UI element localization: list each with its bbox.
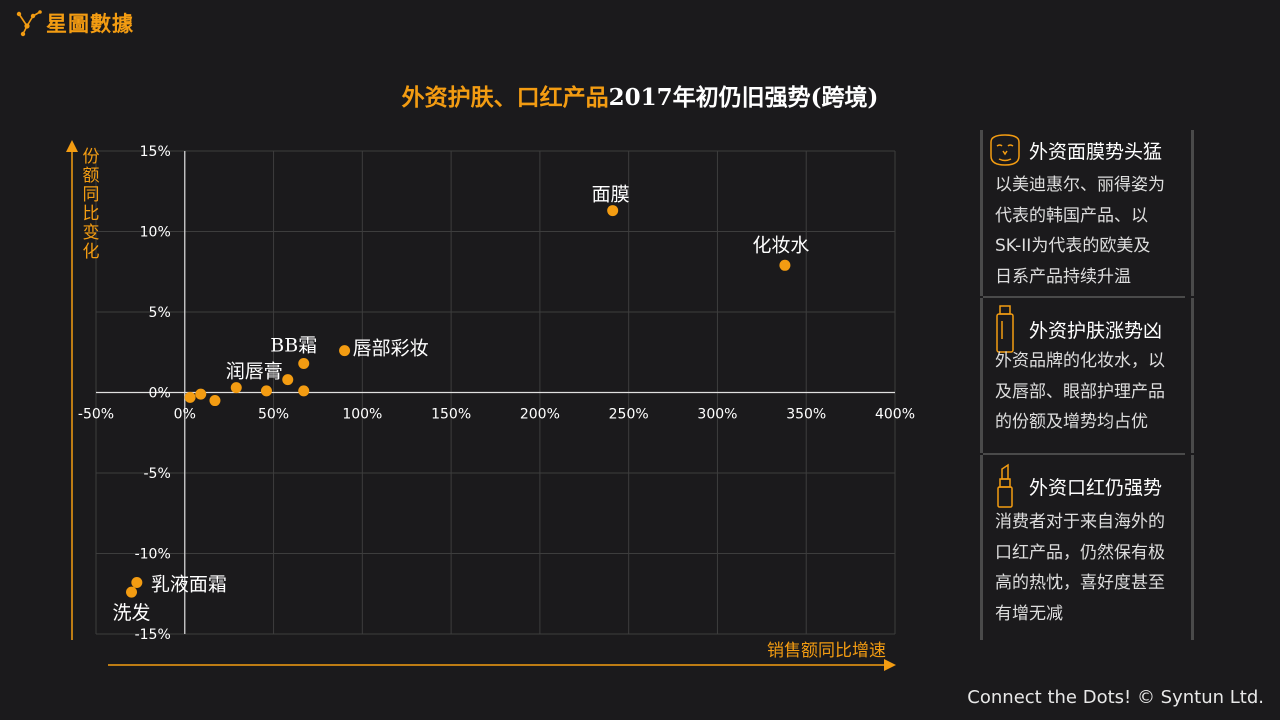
panel-title: 外资口红仍强势 <box>1029 476 1163 499</box>
slide-title-highlight: 外资护肤、口红产品 <box>401 84 609 111</box>
data-point-label: 化妆水 <box>752 234 809 256</box>
data-point <box>126 586 138 598</box>
panel-line: 日系产品持续升温 <box>995 266 1131 287</box>
data-point-label: BB霜 <box>270 335 317 357</box>
data-point <box>298 385 310 397</box>
slide-title: 外资护肤、口红产品2017年初仍旧强势(跨境) <box>0 78 1280 112</box>
toner-bottle-icon <box>996 305 1014 353</box>
x-axis-title: 销售额同比增速 <box>767 641 886 661</box>
panel-toner: 外资护肤涨势凶 外资品牌的化妆水，以 及唇部、眼部护理产品 的份额及增势均占优 <box>980 298 1194 453</box>
lipstick-icon <box>997 463 1013 508</box>
panel-line: 口红产品，仍然保有极 <box>995 542 1165 563</box>
panel-line: 以美迪惠尔、丽得姿为 <box>995 175 1165 195</box>
panel-divider <box>983 453 1185 455</box>
data-point <box>339 345 351 357</box>
y-tick-label: 15% <box>140 144 171 160</box>
x-tick-label: -50% <box>78 407 114 423</box>
panel-lipstick: 外资口红仍强势 消费者对于来自海外的 口红产品，仍然保有极 高的热忱，喜好度甚至… <box>980 455 1194 640</box>
scatter-chart: -50% 0% 50% 100% 150% 200% 250% 300% 350% 400% -15… <box>66 140 915 671</box>
panel-line: 有增无减 <box>995 603 1063 624</box>
y-tick-label: -5% <box>144 466 171 482</box>
data-point <box>195 388 207 400</box>
data-point <box>779 259 791 271</box>
x-tick-label: 300% <box>697 407 737 423</box>
x-tick-label: 0% <box>174 407 196 423</box>
y-axis-title: 份额同比变化 <box>83 147 100 262</box>
data-point-label: 唇部彩妆 <box>353 338 429 360</box>
x-tick-label: 50% <box>258 407 289 423</box>
y-tick-label: -10% <box>135 547 171 563</box>
face-mask-icon <box>990 134 1020 166</box>
x-tick-label: 400% <box>875 407 915 423</box>
panel-line: 外资品牌的化妆水，以 <box>995 351 1165 371</box>
brand-name: 星圖數據 <box>46 12 134 36</box>
panel-face-mask: 外资面膜势头猛 以美迪惠尔、丽得姿为 代表的韩国产品、以 SK-II为代表的欧美… <box>980 130 1194 296</box>
data-point-label: 乳液面霜 <box>151 573 227 595</box>
x-tick-label: 150% <box>431 407 471 423</box>
data-point-label: 润唇膏 <box>226 360 283 383</box>
slide-title-rest: 2017年初仍旧强势(跨境) <box>608 84 879 111</box>
x-tick-label: 100% <box>342 407 382 423</box>
panel-title: 外资面膜势头猛 <box>1029 140 1163 163</box>
data-point <box>282 374 294 386</box>
data-point <box>209 395 221 407</box>
panel-text: 消费者对于来自海外的 口红产品，仍然保有极 高的热忱，喜好度甚至 有增无减 <box>983 507 1191 629</box>
data-point-label: 洗发 <box>113 602 151 624</box>
data-point <box>607 205 619 217</box>
data-point <box>298 358 310 370</box>
panel-line: 及唇部、眼部护理产品 <box>995 381 1165 402</box>
y-axis-arrow-head <box>66 140 78 152</box>
y-tick-label: -15% <box>135 627 171 643</box>
y-tick-label: 10% <box>140 225 171 241</box>
panel-line: 的份额及增势均占优 <box>995 412 1148 432</box>
x-tick-label: 250% <box>609 407 649 423</box>
panel-line: SK-II为代表的欧美及 <box>995 236 1151 256</box>
data-point-label: 面膜 <box>592 184 630 206</box>
brand-logo: 星圖數據 <box>14 8 134 38</box>
x-axis-arrow-head <box>884 659 896 671</box>
data-point <box>230 382 242 394</box>
y-tick-label: 5% <box>149 305 171 321</box>
panel-text: 外资品牌的化妆水，以 及唇部、眼部护理产品 的份额及增势均占优 <box>983 346 1191 438</box>
panel-line: 消费者对于来自海外的 <box>995 512 1165 532</box>
constellation-icon <box>16 10 42 37</box>
panel-line: 代表的韩国产品、以 <box>995 205 1148 226</box>
panel-divider <box>983 296 1185 298</box>
x-tick-label: 200% <box>520 407 560 423</box>
x-tick-label: 350% <box>786 407 826 423</box>
footer-copyright: Connect the Dots! © Syntun Ltd. <box>967 687 1264 708</box>
panel-line: 高的热忱，喜好度甚至 <box>995 573 1165 593</box>
data-point <box>260 385 272 397</box>
y-tick-label: 0% <box>149 386 171 402</box>
data-point <box>131 576 143 588</box>
panel-title: 外资护肤涨势凶 <box>1029 319 1163 342</box>
panel-text: 以美迪惠尔、丽得姿为 代表的韩国产品、以 SK-II为代表的欧美及 日系产品持续… <box>983 170 1191 292</box>
data-point <box>184 391 196 403</box>
